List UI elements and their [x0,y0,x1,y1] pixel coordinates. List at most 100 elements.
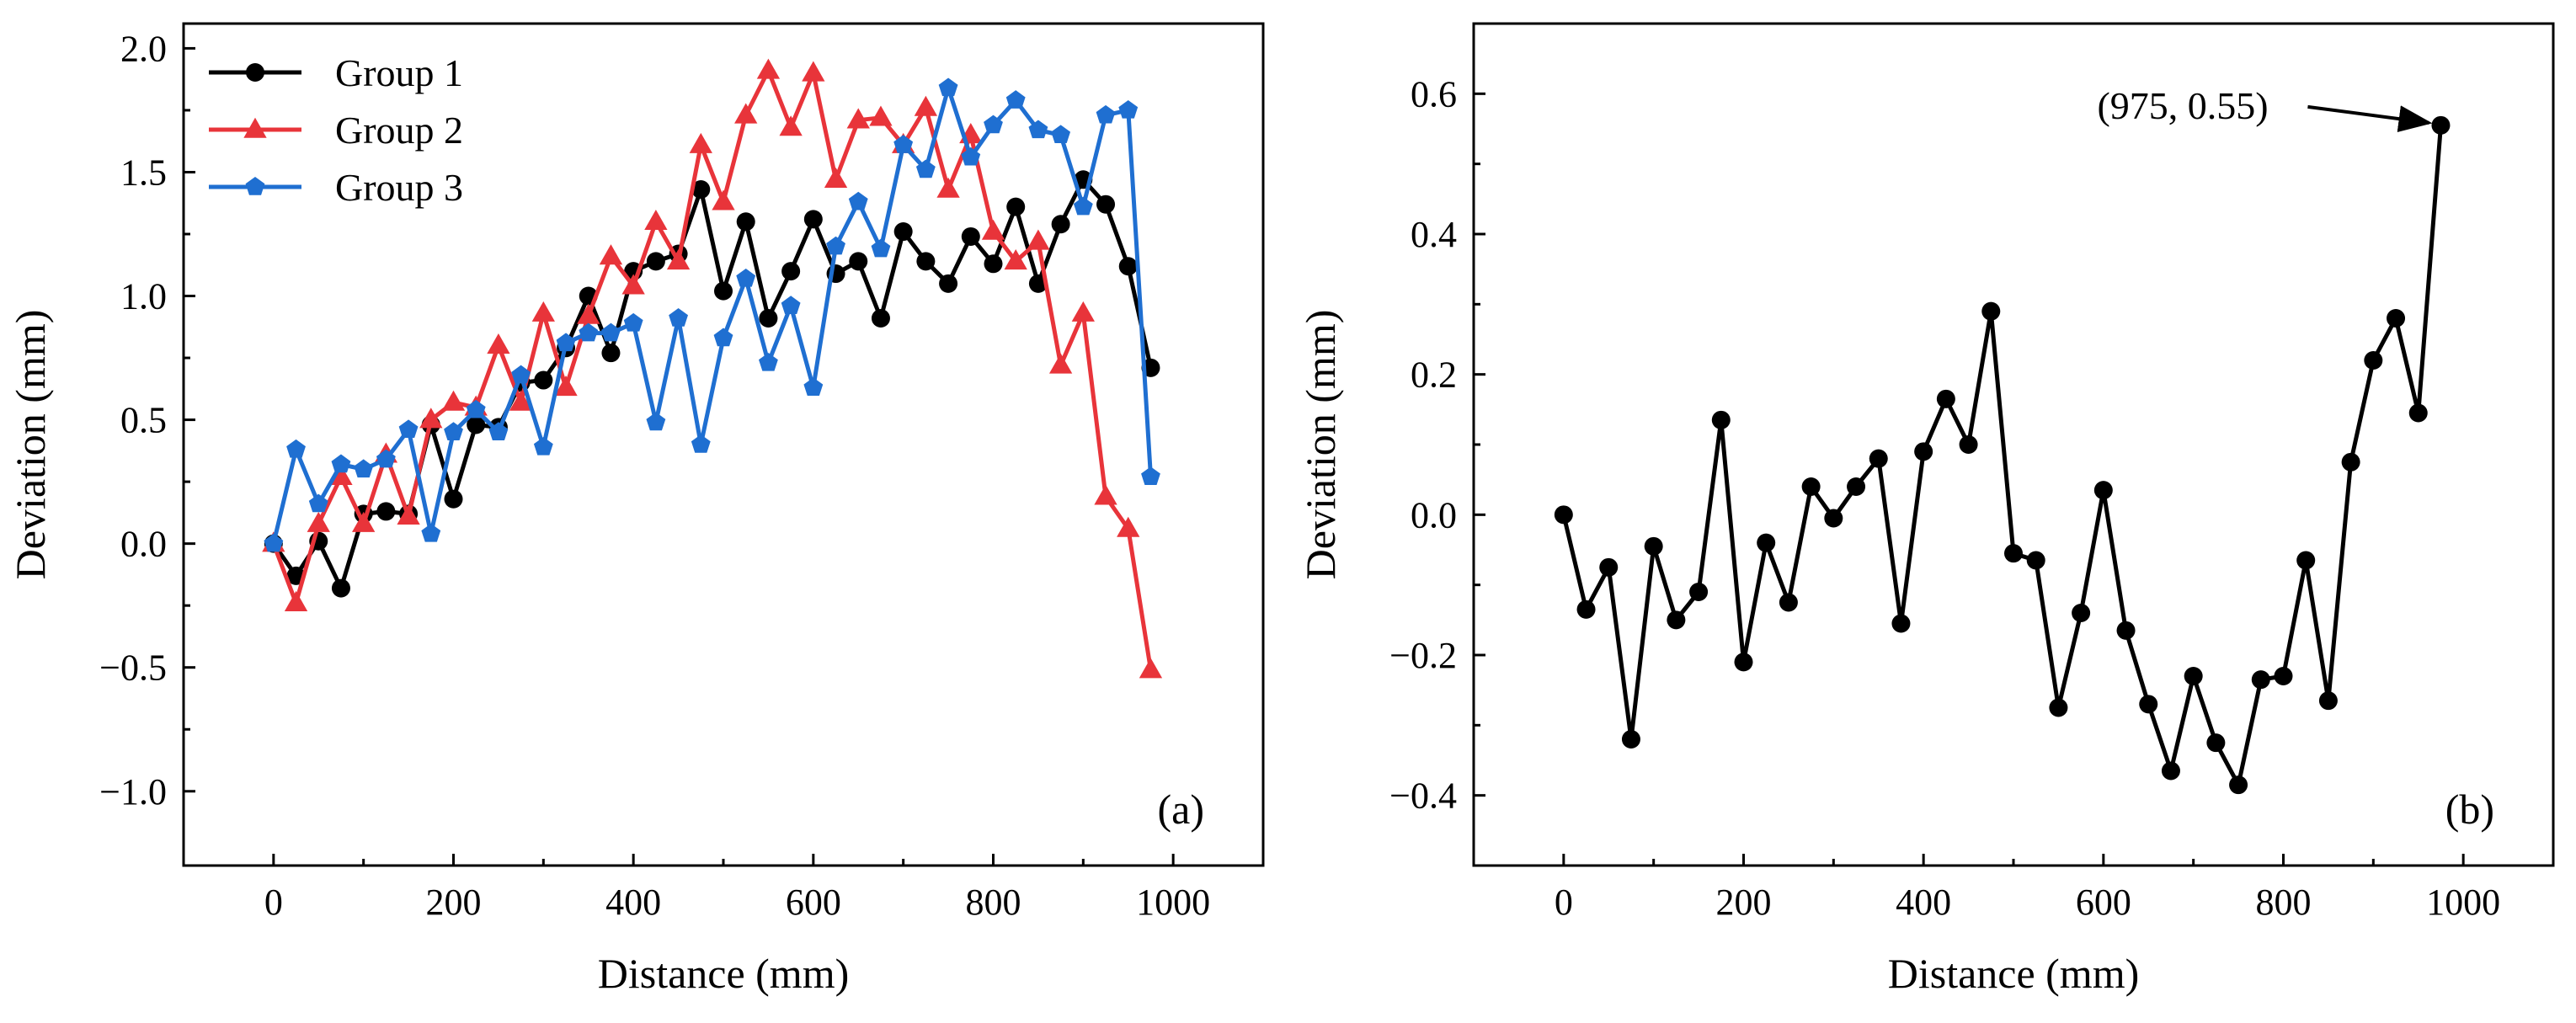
y-tick-label: 0.0 [120,524,167,565]
data-point [1576,599,1596,619]
legend-swatch-marker [246,63,264,82]
data-point [981,219,1005,240]
data-point [691,180,711,200]
data-point [1644,536,1663,556]
data-point [2387,309,2406,328]
y-tick-label: 0.0 [1411,494,1457,535]
data-point [939,274,958,293]
series-line-1 [1561,125,2443,787]
data-point [871,309,890,328]
data-point [556,333,576,352]
data-point [1118,257,1138,276]
data-point [2116,621,2136,640]
data-point [1051,215,1070,234]
data-point [712,189,735,210]
annotation-b: (975, 0.55) [2097,84,2433,132]
data-point [669,308,688,327]
x-tick-label: 600 [786,882,841,923]
data-point [644,209,668,231]
data-point [1004,249,1027,270]
data-point [376,449,396,468]
data-point [1711,410,1731,429]
data-point [1117,516,1140,537]
x-axis-title-b: Distance (mm) [1888,950,2140,997]
data-point [646,252,665,271]
data-point [736,268,756,287]
data-point [871,238,891,258]
data-point [1028,120,1048,139]
data-point [307,511,330,532]
data-point [419,408,443,429]
data-point [509,390,533,411]
y-tick-label: 0.2 [1411,354,1457,396]
x-tick-label: 400 [605,882,661,923]
data-point [961,226,980,246]
data-point [713,328,733,347]
data-point [734,103,758,124]
series-line-3 [271,86,1153,545]
tick-marks-b [1474,92,2465,866]
data-point [2296,551,2316,570]
tick-marks-a [184,46,1175,866]
legend-a: Group 1 Group 2 Group 3 [209,51,463,209]
data-point [2072,604,2091,622]
data-point [2139,695,2158,714]
data-point [264,533,284,552]
y-tick-label: 1.0 [120,276,167,317]
plot-area-a [262,58,1163,679]
data-point [354,459,374,478]
data-point [1621,730,1640,749]
series-3 [264,77,1160,552]
data-point [759,352,778,371]
data-point [893,222,913,242]
x-tick-label: 0 [1555,882,1573,923]
y-tick-label: 0.4 [1411,214,1457,255]
data-point [601,322,621,342]
data-point [803,210,823,229]
data-point [534,370,553,390]
data-point [759,309,778,328]
legend-entry-2: Group 2 [209,109,463,152]
data-point [1073,196,1093,216]
data-point [915,159,936,178]
panel-a: 0 200 400 600 800 1000 −1.0 −0.5 0.0 0.5 1.0 1.5 2.0… [7,22,1265,997]
data-point [916,252,936,271]
annotation-arrow [2307,104,2433,132]
x-tick-label: 1000 [2426,882,2500,923]
data-point [1554,505,1573,525]
legend-swatch-marker [243,117,267,138]
data-point [2364,351,2383,370]
data-point [533,436,553,456]
data-point [621,274,645,295]
data-point [1096,194,1116,214]
data-point [984,115,1003,134]
data-point [936,177,960,198]
data-point [2049,698,2068,717]
legend-label: Group 3 [335,166,463,209]
y-axis-title-b: Deviation (mm) [1297,310,1344,580]
data-point [1599,557,1619,577]
data-point [444,489,463,509]
data-point [1096,104,1116,124]
tick-labels-b: 0 200 400 600 800 1000 −0.4 −0.2 0.0 0.2 0.4 0.6 [1389,73,2500,923]
y-tick-label: −1.0 [99,771,167,813]
data-point [961,147,981,166]
data-point [1779,593,1798,612]
data-point [1027,229,1050,250]
data-point [487,333,510,354]
data-point [1141,466,1160,485]
data-point [826,236,845,255]
data-point [781,262,801,281]
data-point [2161,761,2180,781]
data-point [531,301,555,322]
data-point [2229,775,2248,795]
series-1 [1554,115,2451,795]
data-point [1689,583,1709,601]
data-point [2004,544,2023,563]
data-point [286,439,306,458]
data-point [1824,509,1843,528]
data-point [714,281,733,301]
data-point [666,249,691,270]
data-point [623,312,643,332]
